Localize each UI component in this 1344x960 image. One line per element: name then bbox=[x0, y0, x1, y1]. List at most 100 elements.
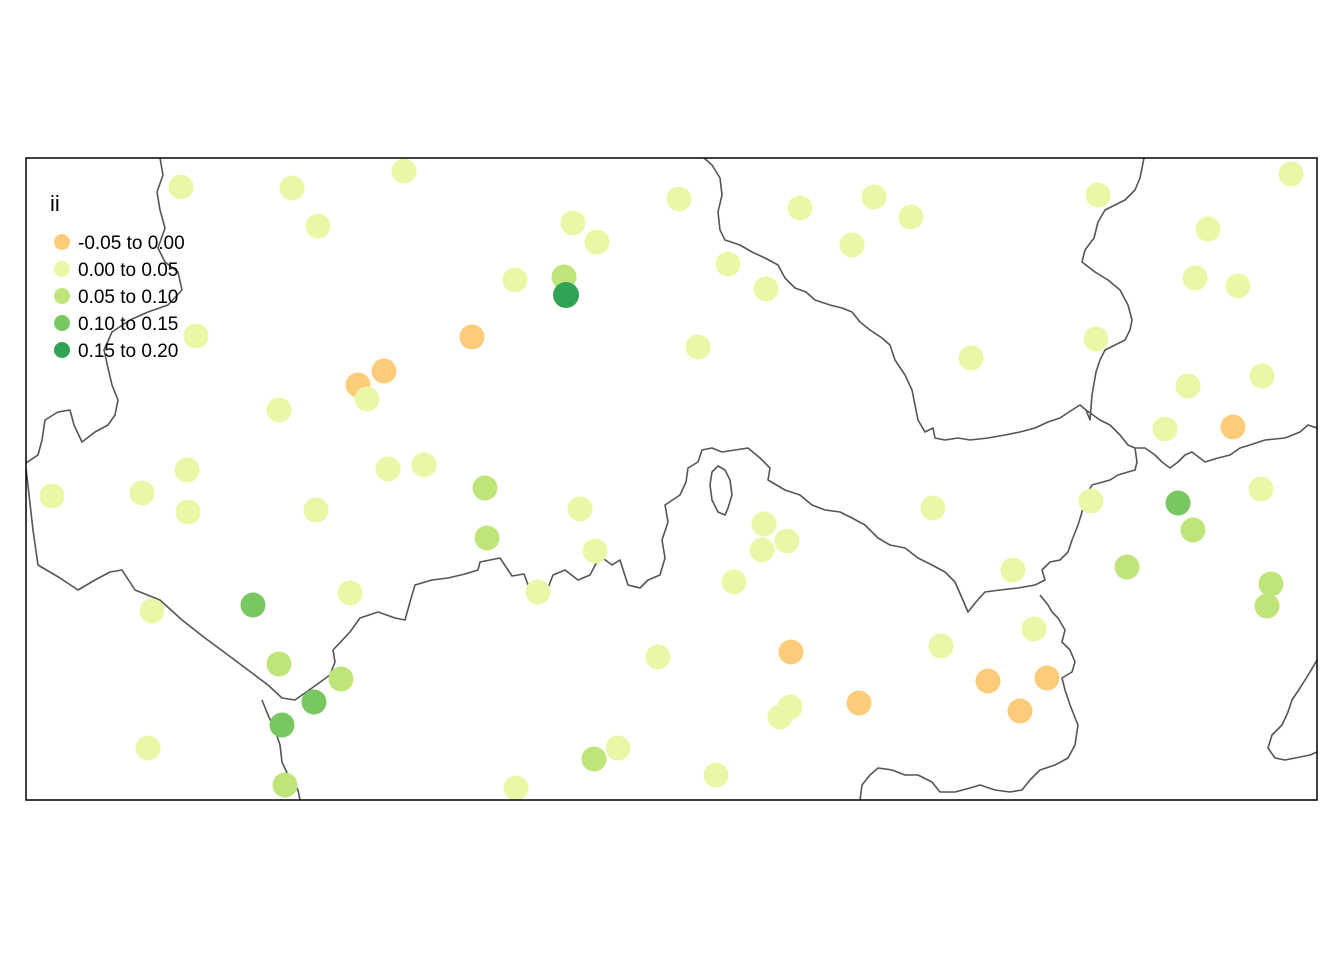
region-boundary bbox=[1267, 659, 1317, 761]
region-boundary bbox=[859, 594, 1079, 800]
station-point bbox=[1220, 414, 1246, 440]
station-point bbox=[354, 386, 380, 412]
station-point bbox=[301, 689, 327, 715]
station-point bbox=[846, 690, 872, 716]
station-point bbox=[1254, 593, 1280, 619]
station-point bbox=[139, 598, 165, 624]
station-point bbox=[279, 175, 305, 201]
legend-label: 0.05 to 0.10 bbox=[78, 287, 178, 308]
station-point bbox=[174, 457, 200, 483]
station-point bbox=[767, 704, 793, 730]
station-point bbox=[567, 496, 593, 522]
station-point bbox=[266, 651, 292, 677]
region-boundary bbox=[709, 465, 733, 516]
region-boundary bbox=[1085, 409, 1136, 449]
station-point bbox=[1021, 616, 1047, 642]
station-point bbox=[391, 158, 417, 184]
station-point bbox=[582, 538, 608, 564]
legend-swatch bbox=[54, 288, 70, 304]
station-point bbox=[1195, 216, 1221, 242]
region-boundary bbox=[26, 158, 183, 464]
station-point bbox=[1175, 373, 1201, 399]
legend: ii -0.05 to 0.00 0.00 to 0.05 0.05 to 0.… bbox=[50, 191, 185, 362]
station-point bbox=[975, 668, 1001, 694]
station-point bbox=[778, 639, 804, 665]
station-point bbox=[269, 712, 295, 738]
station-point bbox=[135, 735, 161, 761]
station-point bbox=[581, 746, 607, 772]
station-point bbox=[920, 495, 946, 521]
station-point bbox=[303, 497, 329, 523]
legend-label: 0.15 to 0.20 bbox=[78, 341, 178, 362]
legend-swatch bbox=[54, 234, 70, 250]
station-point bbox=[1007, 698, 1033, 724]
station-point bbox=[749, 537, 775, 563]
region-boundary bbox=[26, 424, 1317, 701]
station-point bbox=[703, 762, 729, 788]
station-point bbox=[774, 528, 800, 554]
station-point bbox=[168, 174, 194, 200]
station-point bbox=[266, 397, 292, 423]
station-point bbox=[898, 204, 924, 230]
station-point bbox=[560, 210, 586, 236]
station-point bbox=[685, 334, 711, 360]
station-point bbox=[183, 323, 209, 349]
station-point bbox=[928, 633, 954, 659]
station-point bbox=[411, 452, 437, 478]
station-point bbox=[1182, 265, 1208, 291]
station-point bbox=[753, 276, 779, 302]
station-point bbox=[645, 644, 671, 670]
legend-swatch bbox=[54, 261, 70, 277]
station-point bbox=[240, 592, 266, 618]
station-point bbox=[666, 186, 692, 212]
station-point bbox=[272, 772, 298, 798]
station-point bbox=[328, 666, 354, 692]
station-point bbox=[175, 499, 201, 525]
station-point bbox=[1083, 326, 1109, 352]
station-point bbox=[1249, 363, 1275, 389]
station-point bbox=[129, 480, 155, 506]
station-point bbox=[337, 580, 363, 606]
station-point bbox=[861, 184, 887, 210]
station-point bbox=[1225, 273, 1251, 299]
station-point bbox=[1000, 557, 1026, 583]
station-point bbox=[1078, 488, 1104, 514]
station-point bbox=[1152, 416, 1178, 442]
legend-label: 0.10 to 0.15 bbox=[78, 314, 178, 335]
station-point bbox=[1278, 161, 1304, 187]
station-point bbox=[525, 579, 551, 605]
legend-label: -0.05 to 0.00 bbox=[78, 233, 185, 254]
station-point bbox=[751, 511, 777, 537]
station-point bbox=[958, 345, 984, 371]
station-point bbox=[503, 775, 529, 800]
station-point bbox=[1165, 490, 1191, 516]
station-point bbox=[459, 324, 485, 350]
legend-title: ii bbox=[50, 191, 60, 216]
station-point bbox=[375, 456, 401, 482]
station-point bbox=[1034, 665, 1060, 691]
station-point bbox=[605, 735, 631, 761]
legend-label: 0.00 to 0.05 bbox=[78, 260, 178, 281]
station-point bbox=[787, 195, 813, 221]
station-point bbox=[371, 358, 397, 384]
station-point bbox=[839, 232, 865, 258]
station-point bbox=[39, 483, 65, 509]
station-point bbox=[715, 251, 741, 277]
station-point bbox=[305, 213, 331, 239]
region-boundary bbox=[703, 158, 1145, 441]
station-point bbox=[1258, 571, 1284, 597]
station-point bbox=[1180, 517, 1206, 543]
map-frame bbox=[25, 157, 1318, 801]
legend-swatch bbox=[54, 315, 70, 331]
legend-swatch bbox=[54, 342, 70, 358]
station-point bbox=[502, 267, 528, 293]
region-boundaries bbox=[26, 158, 1317, 800]
station-point bbox=[553, 282, 579, 308]
station-point bbox=[584, 229, 610, 255]
station-point bbox=[1114, 554, 1140, 580]
station-point bbox=[472, 475, 498, 501]
station-point bbox=[1248, 476, 1274, 502]
points-layer bbox=[39, 158, 1304, 800]
station-point bbox=[1085, 182, 1111, 208]
